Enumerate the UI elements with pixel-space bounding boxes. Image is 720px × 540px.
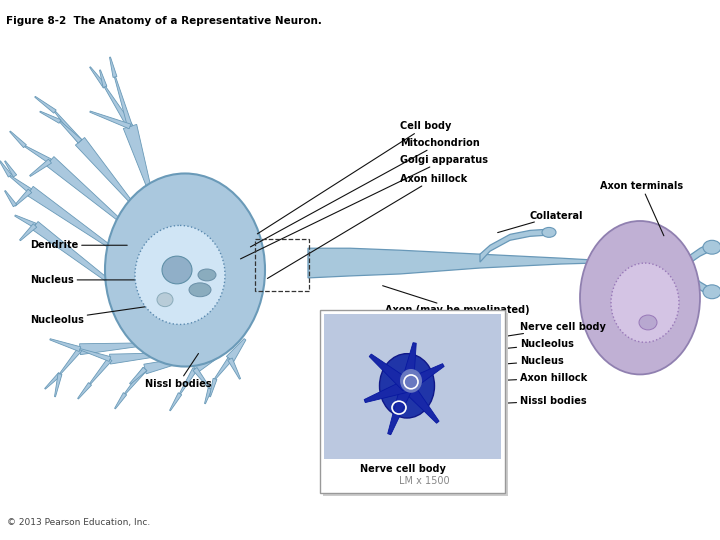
Polygon shape [14,215,36,228]
Ellipse shape [198,269,216,281]
Text: Axon hillock: Axon hillock [267,174,467,279]
Polygon shape [204,388,212,404]
Polygon shape [24,146,51,163]
Polygon shape [4,191,17,207]
Polygon shape [40,111,61,123]
Polygon shape [50,339,81,352]
Text: Nerve cell body: Nerve cell body [438,322,606,347]
Polygon shape [9,176,32,193]
Polygon shape [27,186,116,251]
Polygon shape [4,161,17,177]
Polygon shape [14,189,32,206]
Polygon shape [80,343,145,355]
Polygon shape [35,96,56,113]
Text: LM x 1500: LM x 1500 [399,476,450,486]
Text: Nucleus: Nucleus [418,356,564,371]
Polygon shape [55,374,62,397]
Ellipse shape [703,285,720,299]
Polygon shape [32,221,121,291]
Polygon shape [308,248,680,278]
Text: Nissl bodies: Nissl bodies [402,396,587,408]
Ellipse shape [542,227,556,238]
Polygon shape [114,393,127,409]
FancyBboxPatch shape [324,314,501,459]
Polygon shape [30,159,52,177]
Polygon shape [387,383,413,435]
Polygon shape [193,368,210,389]
Polygon shape [130,367,147,384]
Polygon shape [680,266,710,296]
Text: Golgi apparatus: Golgi apparatus [240,155,488,259]
Polygon shape [210,379,217,397]
Polygon shape [402,382,439,423]
Text: Axon (may be myelinated): Axon (may be myelinated) [382,286,530,315]
Ellipse shape [639,315,657,330]
Polygon shape [109,353,165,364]
Polygon shape [215,357,232,379]
Polygon shape [60,121,82,143]
Polygon shape [480,230,548,262]
FancyBboxPatch shape [323,313,508,496]
Polygon shape [400,343,416,387]
Text: Dendrite: Dendrite [30,240,127,250]
Polygon shape [170,393,181,411]
Polygon shape [364,380,409,403]
Polygon shape [46,157,121,221]
Polygon shape [114,77,132,127]
Text: Axon terminals: Axon terminals [600,181,683,236]
Polygon shape [369,354,411,391]
Polygon shape [104,86,132,128]
Text: © 2013 Pearson Education, Inc.: © 2013 Pearson Education, Inc. [7,518,150,526]
Ellipse shape [379,354,434,418]
Polygon shape [144,356,195,374]
Text: Nucleolus: Nucleolus [30,305,157,325]
Polygon shape [193,350,225,373]
Text: Collateral: Collateral [498,211,583,233]
Ellipse shape [580,221,700,374]
Ellipse shape [135,226,225,325]
Ellipse shape [105,173,265,367]
Text: Nucleolus: Nucleolus [423,339,574,357]
Polygon shape [125,367,147,394]
FancyBboxPatch shape [320,309,505,493]
Polygon shape [680,243,710,270]
Polygon shape [78,383,91,399]
Polygon shape [90,111,131,129]
Text: Nissl bodies: Nissl bodies [145,354,212,389]
Polygon shape [76,138,131,201]
Ellipse shape [189,283,211,297]
Text: Nerve cell body: Nerve cell body [359,464,446,474]
Polygon shape [179,368,197,394]
Polygon shape [123,124,152,191]
Polygon shape [404,363,444,392]
Ellipse shape [157,293,173,307]
Ellipse shape [400,369,422,393]
Text: Figure 8-2  The Anatomy of a Representative Neuron.: Figure 8-2 The Anatomy of a Representati… [6,16,322,26]
Ellipse shape [611,263,679,342]
Polygon shape [99,70,107,87]
Text: Cell body: Cell body [257,122,451,234]
Text: Mitochondrion: Mitochondrion [251,138,480,247]
Polygon shape [9,131,27,147]
Ellipse shape [703,240,720,254]
Polygon shape [45,373,61,389]
Text: Nucleus: Nucleus [30,275,143,285]
Polygon shape [109,57,117,77]
Polygon shape [89,357,112,384]
Polygon shape [226,339,246,362]
Ellipse shape [162,256,192,284]
Polygon shape [228,358,240,379]
Polygon shape [19,224,37,241]
Polygon shape [89,67,107,88]
Polygon shape [60,348,82,374]
FancyBboxPatch shape [324,459,501,489]
Polygon shape [80,349,111,361]
Text: Axon hillock: Axon hillock [411,373,588,384]
Polygon shape [55,111,82,143]
Polygon shape [0,161,12,177]
